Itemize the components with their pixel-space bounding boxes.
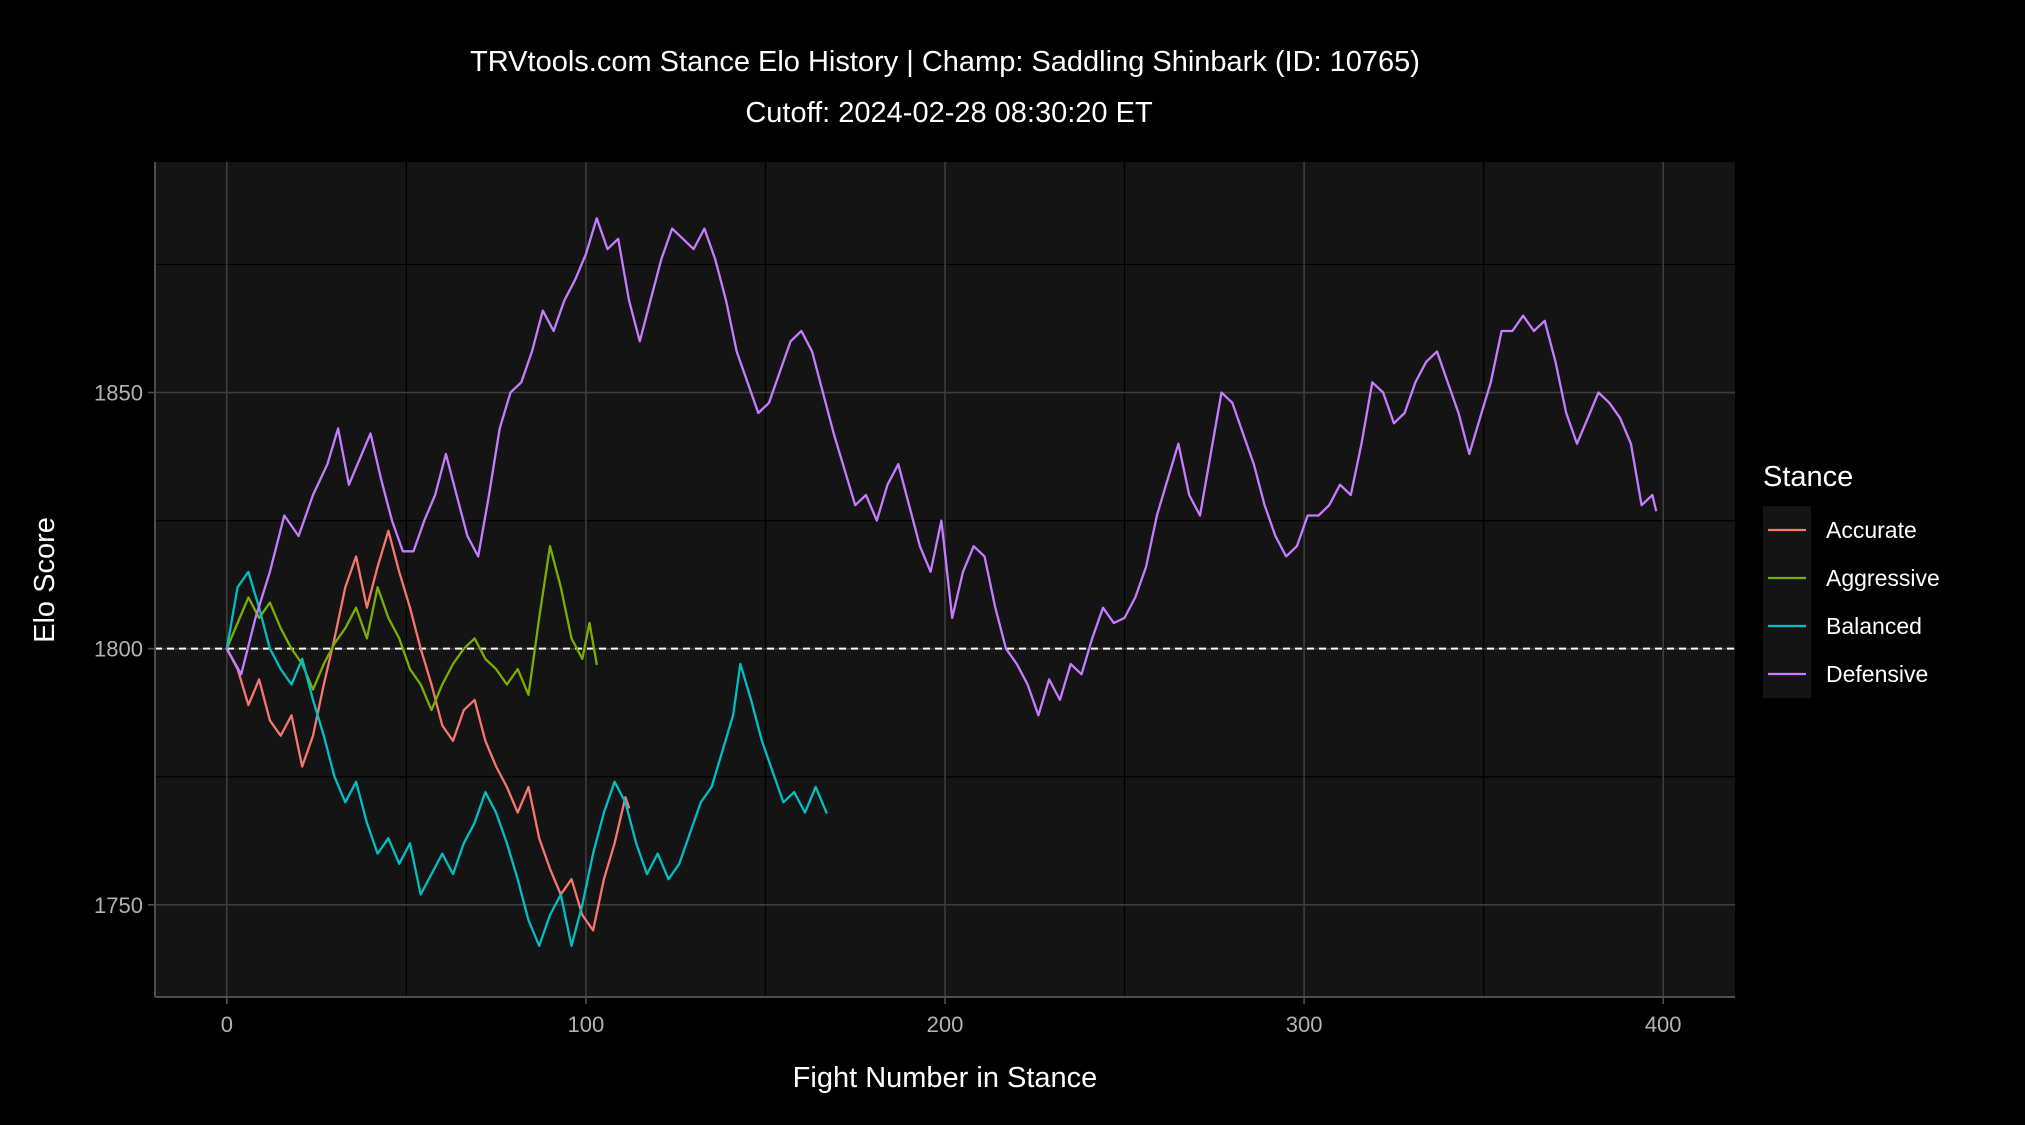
series-line-accurate (225, 529, 631, 932)
y-axis-title: Elo Score (29, 517, 61, 643)
x-tick-label: 400 (1645, 1012, 1682, 1037)
x-tick-label: 100 (568, 1012, 605, 1037)
y-tick-label: 1800 (94, 637, 143, 662)
series-lines (225, 217, 1658, 947)
legend-label-aggressive: Aggressive (1826, 565, 1940, 591)
series-line-balanced (225, 570, 828, 947)
x-axis-title: Fight Number in Stance (793, 1062, 1098, 1094)
legend-items: Accurate Aggressive Balanced Defensive (1768, 517, 1940, 687)
x-tick-label: 300 (1286, 1012, 1323, 1037)
x-tick-label: 0 (221, 1012, 233, 1037)
x-tick-label: 200 (927, 1012, 964, 1037)
series-line-defensive (225, 217, 1658, 717)
x-axis-ticks: 0 100 200 300 400 (221, 997, 1682, 1037)
chart-subtitle: Cutoff: 2024-02-28 08:30:20 ET (745, 97, 1153, 129)
legend-label-balanced: Balanced (1826, 613, 1922, 639)
y-axis-ticks: 1750 1800 1850 (94, 381, 155, 918)
legend-label-defensive: Defensive (1826, 661, 1928, 687)
y-tick-label: 1750 (94, 893, 143, 918)
y-tick-label: 1850 (94, 381, 143, 406)
grid-lines (155, 162, 1735, 997)
chart-title: TRVtools.com Stance Elo History | Champ:… (470, 46, 1420, 78)
legend-key-background (1763, 506, 1811, 698)
legend: Stance Accurate Aggressive Balanced Defensi… (1763, 461, 1940, 698)
series-line-aggressive (225, 545, 598, 712)
legend-label-accurate: Accurate (1826, 517, 1917, 543)
legend-title: Stance (1763, 461, 1853, 493)
